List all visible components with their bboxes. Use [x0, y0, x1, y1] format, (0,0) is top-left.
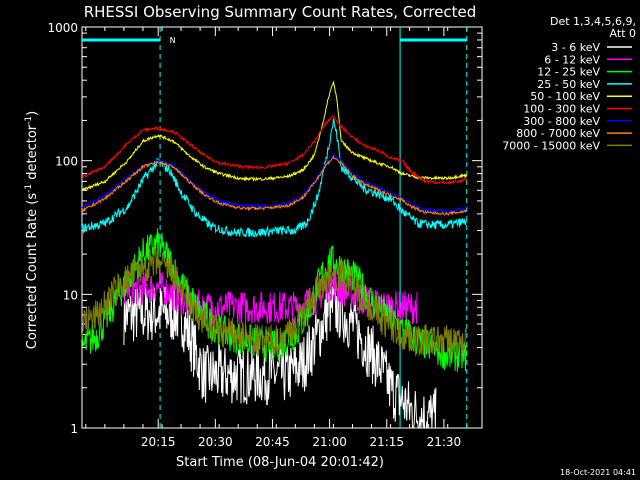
series-line-6	[81, 114, 468, 185]
series-line-5	[82, 81, 468, 191]
series-group	[81, 81, 468, 429]
x-axis-label: Start Time (08-Jun-04 20:01:42)	[176, 455, 384, 470]
x-tick-label: 21:00	[312, 435, 347, 449]
legend-label: 300 - 800 keV	[523, 115, 600, 128]
x-axis: 20:15 20:30 20:45 21:00 21:15 21:30	[85, 27, 468, 449]
x-tick-label: 20:30	[198, 435, 233, 449]
legend-header-line2: Att 0	[610, 27, 636, 40]
annotations: N	[82, 27, 468, 428]
y-tick-label: 10	[63, 288, 78, 302]
legend-label: 3 - 6 keV	[551, 41, 600, 54]
legend-label: 25 - 50 keV	[537, 78, 600, 91]
series-line-8	[81, 154, 468, 217]
series-line-7	[81, 153, 467, 214]
chart-title: RHESSI Observing Summary Count Rates, Co…	[84, 3, 477, 21]
legend-label: 12 - 25 keV	[537, 66, 600, 79]
y-axis: 1 10 100 1000	[47, 21, 482, 436]
y-axis-label-part1: Corrected Count Rate (s	[25, 193, 40, 350]
y-axis-label-sup1: -1	[24, 184, 34, 193]
x-tick-label: 21:15	[369, 435, 404, 449]
y-axis-label-part2: detector	[25, 124, 40, 184]
y-axis-label-sup2: -1	[24, 116, 34, 125]
y-tick-label: 1	[70, 422, 78, 436]
y-tick-label: 100	[55, 155, 78, 169]
legend-header-line1: Det 1,3,4,5,6,9,	[550, 15, 636, 28]
y-axis-label: Corrected Count Rate (s-1 detector-1)	[24, 111, 40, 349]
x-tick-label: 21:30	[427, 435, 462, 449]
x-tick-label: 20:45	[255, 435, 290, 449]
y-axis-label-part3: )	[25, 111, 40, 116]
legend-label: 7000 - 15000 keV	[502, 139, 600, 152]
legend-label: 800 - 7000 keV	[516, 127, 600, 140]
legend-label: 50 - 100 keV	[530, 90, 600, 103]
series-line-4	[81, 118, 468, 238]
series-line-3	[81, 227, 467, 372]
legend-label: 6 - 12 keV	[544, 53, 600, 66]
flag-label: N	[170, 36, 176, 45]
footer-timestamp: 18-Oct-2021 04:41	[560, 468, 636, 477]
x-tick-label: 20:15	[141, 435, 176, 449]
series-line-9	[81, 247, 468, 357]
legend-label: 100 - 300 keV	[523, 103, 600, 116]
y-tick-label: 1000	[47, 21, 78, 35]
